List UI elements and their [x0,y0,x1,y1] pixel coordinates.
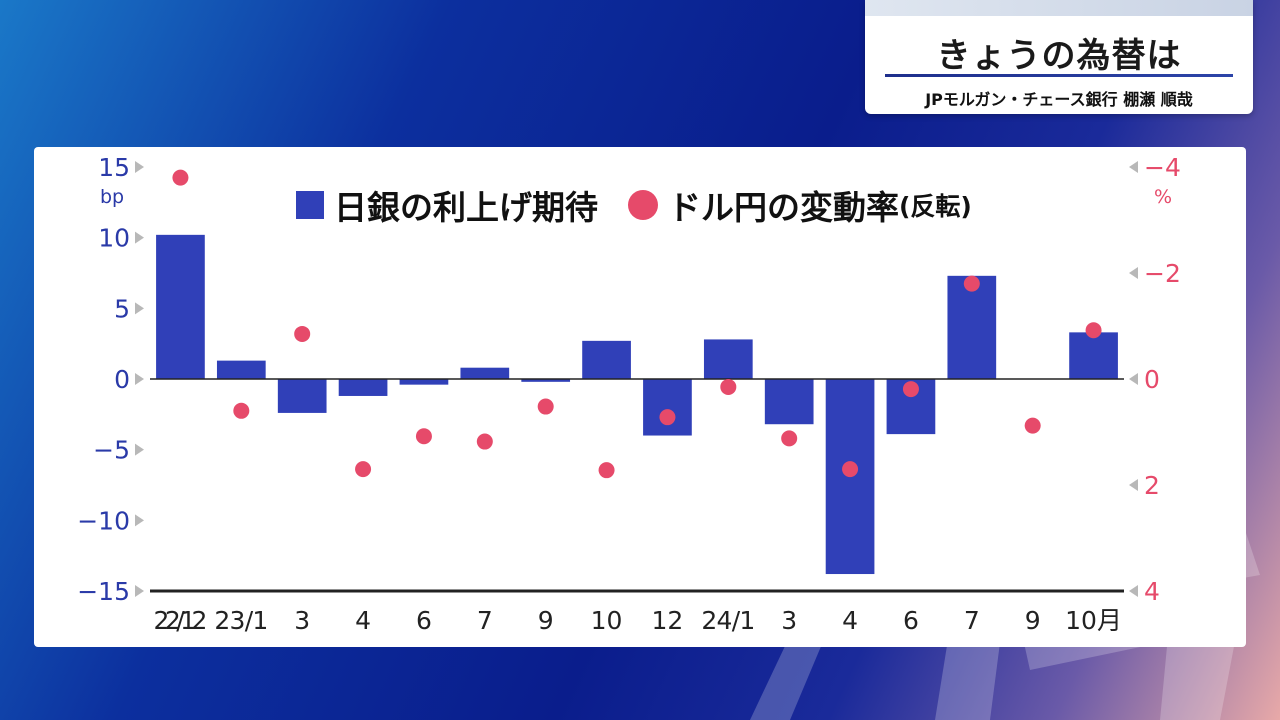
x-tick-label: 23/1 [214,606,268,635]
chart-panel: 15 10 5 0 −5 −10 −15 bp −4 −2 0 2 4% 22/12 23/1 3 4 6 7 9 10… [34,147,1246,647]
y-right-tick-marker [1129,267,1138,279]
dot [842,461,859,478]
dot [963,275,980,292]
dot [598,462,615,479]
bar [582,340,631,379]
y-left-tick-marker [135,161,144,173]
y-left-tick-label: −10 [77,506,130,535]
x-tick-label: 10 [591,606,623,635]
y-right-tick-label: 2 [1144,471,1160,500]
bar [460,367,510,379]
caption-person: JPモルガン・チェース銀行 棚瀬 順哉 [925,90,1193,109]
bar [216,360,266,379]
caption-top-band [865,0,1253,16]
x-tick-label: 4 [842,606,858,635]
y-right-tick-label: 4 [1144,577,1160,606]
y-right-tick-marker [1129,373,1138,385]
x-tick-label: 9 [1025,606,1041,635]
y-left-tick-label: −15 [77,577,130,606]
caption-box: きょうの為替は JPモルガン・チェース銀行 棚瀬 順哉 [865,0,1253,114]
y-left-tick-marker [135,231,144,244]
legend-dot-label: ドル円の変動率 [668,188,899,227]
bar [156,234,205,379]
x-tick-label: 6 [416,606,432,635]
y-left-tick-marker [135,443,144,456]
y-left-tick-label: 5 [114,294,130,323]
legend-dot-swatch [628,190,658,220]
y-right-unit: % [1154,186,1172,208]
dot [902,381,919,398]
y-left-tick-label: 15 [98,153,130,182]
dot [537,398,554,415]
y-right-tick-marker [1129,161,1138,173]
caption-rule [885,74,1233,77]
dot [1024,417,1041,434]
y-right-tick-label: −4 [1144,153,1181,182]
dot [781,430,798,447]
y-left-tick-marker [135,514,144,527]
y-left-tick-label: 0 [114,365,130,394]
x-tick-label: 9 [538,606,554,635]
x-tick-label: 3 [294,606,310,635]
x-tick-label: 4 [355,606,371,635]
dot [233,402,250,419]
dot [172,169,189,186]
bar [764,379,814,425]
bar [703,339,753,379]
y-right-tick-marker [1129,585,1138,597]
y-left-tick-label: 10 [98,224,130,253]
x-tick-label: 7 [477,606,493,635]
x-tick-label: 12 [652,606,684,635]
x-tick-label: 3 [781,606,797,635]
bar [277,379,327,413]
legend-bar-label: 日銀の利上げ期待 [334,188,598,227]
legend-bar-swatch [296,191,324,219]
caption-title: きょうの為替は [936,36,1182,76]
legend: 日銀の利上げ期待 ドル円の変動率 (反転) [296,183,972,227]
bar [947,275,997,379]
dot [476,433,493,450]
x-tick-label: 7 [964,606,980,635]
dot [415,428,432,445]
x-tick-label: 24/1 [701,606,755,635]
bar [1069,332,1118,379]
y-left-tick-label: −5 [93,436,130,465]
bar [399,379,449,385]
dot [720,378,737,395]
y-right-tick-label: −2 [1144,259,1181,288]
dot [1085,322,1102,339]
y-right-tick-marker [1129,479,1138,491]
x-tick-label: 10月 [1065,606,1122,635]
bar [521,379,571,382]
bar [643,379,692,436]
dot [659,409,676,426]
x-tick-label: 22/12 [153,606,207,635]
y-right-tick-label: 0 [1144,365,1160,394]
y-left-tick-marker [135,373,144,385]
y-left-tick-marker [135,302,144,315]
bar [338,379,388,396]
dot [294,325,311,342]
y-left-unit: bp [100,186,124,208]
chart-svg: 15 10 5 0 −5 −10 −15 bp −4 −2 0 2 4% 22/12 23/1 3 4 6 7 9 10… [77,153,1181,635]
legend-dot-suffix: (反転) [899,192,972,221]
dot [355,461,372,478]
x-tick-label: 6 [903,606,919,635]
y-left-tick-marker [135,585,144,597]
